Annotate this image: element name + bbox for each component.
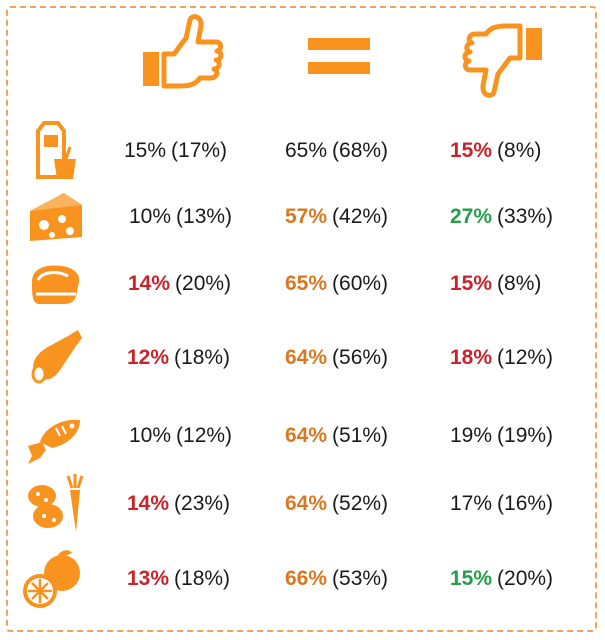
- value-current: 12%: [127, 346, 170, 369]
- value-current: 64%: [285, 346, 328, 369]
- value-previous: (42%): [332, 205, 389, 228]
- value-previous: (13%): [176, 205, 233, 228]
- value-current: 18%: [450, 346, 493, 369]
- value-previous: (53%): [332, 567, 389, 590]
- value-current: 14%: [127, 492, 170, 515]
- sausage-icon: [31, 330, 82, 384]
- meat-steak-icon: [32, 265, 80, 304]
- value-previous: (8%): [497, 272, 542, 295]
- value-current: 13%: [127, 567, 170, 590]
- value-current: 15%: [450, 139, 493, 162]
- table-row: 14% (23%) 64% (52%) 17% (16%): [0, 474, 605, 534]
- value-previous: (8%): [497, 139, 542, 162]
- dashed-frame: [6, 6, 597, 632]
- value-previous: (18%): [174, 567, 231, 590]
- value-current: 15%: [450, 567, 493, 590]
- value-current: 65%: [285, 272, 328, 295]
- thumbs-down-icon: [462, 23, 542, 98]
- value-current: 64%: [285, 492, 328, 515]
- value-current: 19%: [450, 424, 493, 447]
- value-previous: (56%): [332, 346, 389, 369]
- value-previous: (33%): [497, 205, 554, 228]
- value-current: 65%: [285, 139, 328, 162]
- thumbs-up-icon: [143, 14, 224, 89]
- value-previous: (52%): [332, 492, 389, 515]
- value-previous: (20%): [175, 272, 232, 295]
- orange-fruit-icon: [23, 550, 80, 608]
- value-current: 10%: [129, 424, 172, 447]
- value-previous: (60%): [332, 272, 389, 295]
- value-current: 27%: [450, 205, 493, 228]
- milk-yogurt-icon: [36, 121, 76, 179]
- potato-carrot-icon: [28, 474, 84, 532]
- value-current: 57%: [285, 205, 328, 228]
- value-previous: (17%): [171, 139, 228, 162]
- value-previous: (18%): [174, 346, 231, 369]
- table-row: 13% (18%) 66% (53%) 15% (20%): [0, 549, 605, 609]
- value-current: 15%: [124, 139, 167, 162]
- cheese-icon: [30, 193, 82, 241]
- table-row: 15% (17%) 65% (68%) 15% (8%): [0, 121, 605, 181]
- value-previous: (12%): [176, 424, 233, 447]
- value-previous: (51%): [332, 424, 389, 447]
- value-previous: (12%): [497, 346, 554, 369]
- table-row: 10% (12%) 64% (51%) 19% (19%): [0, 406, 605, 466]
- value-current: 17%: [450, 492, 493, 515]
- value-previous: (23%): [174, 492, 231, 515]
- value-previous: (20%): [497, 567, 554, 590]
- value-current: 10%: [129, 205, 172, 228]
- table-row: 14% (20%) 65% (60%) 15% (8%): [0, 254, 605, 314]
- value-current: 14%: [128, 272, 171, 295]
- equals-icon: [308, 38, 370, 74]
- value-current: 66%: [285, 567, 328, 590]
- value-previous: (68%): [332, 139, 389, 162]
- value-previous: (16%): [497, 492, 554, 515]
- table-row: 10% (13%) 57% (42%) 27% (33%): [0, 187, 605, 247]
- table-row: 12% (18%) 64% (56%) 18% (12%): [0, 328, 605, 388]
- value-previous: (19%): [497, 424, 554, 447]
- value-current: 15%: [450, 272, 493, 295]
- value-current: 64%: [285, 424, 328, 447]
- fish-icon: [28, 419, 80, 464]
